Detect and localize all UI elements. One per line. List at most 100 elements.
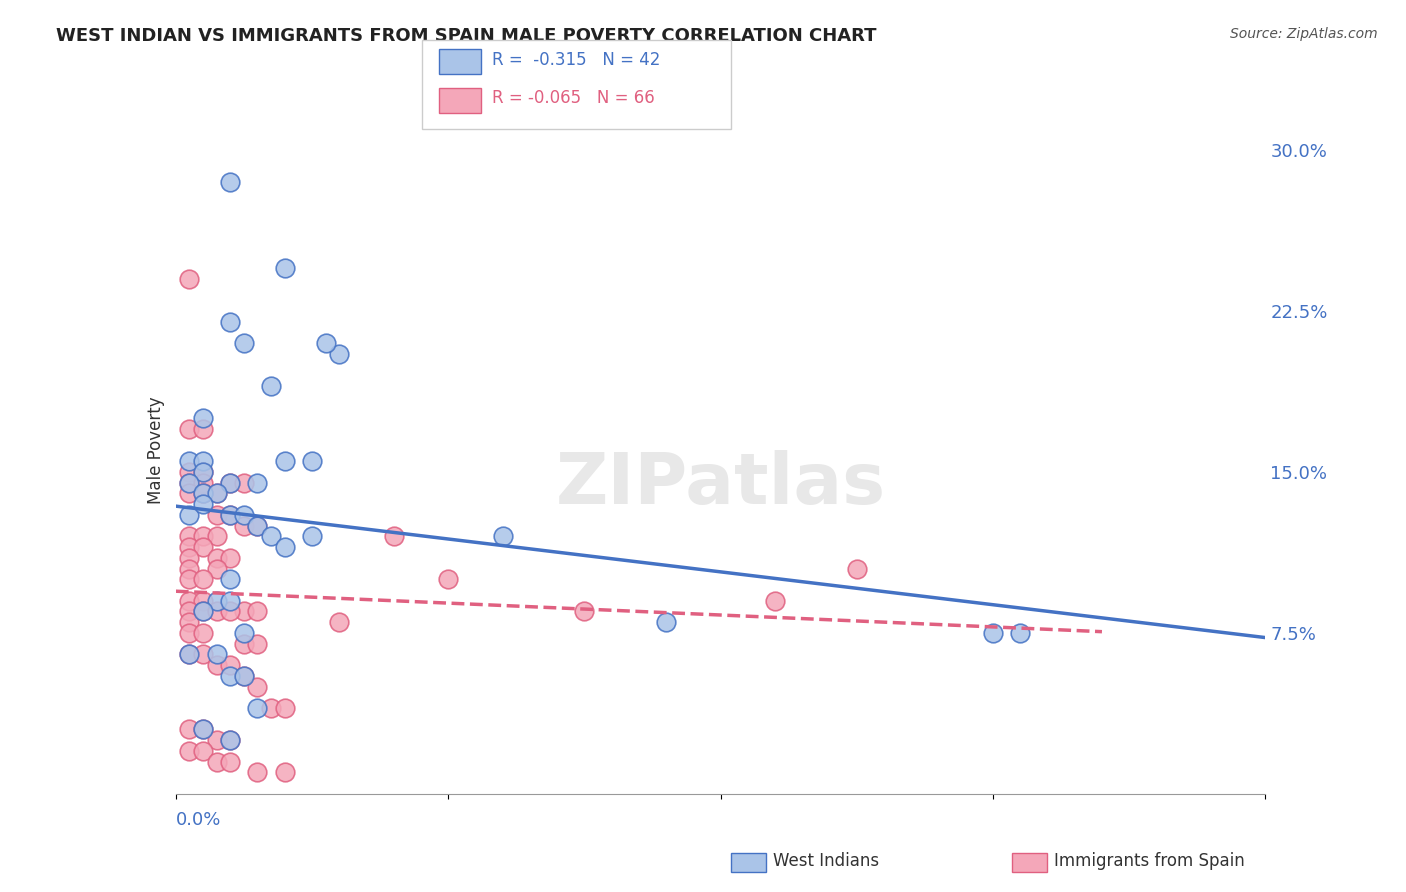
Point (315, 336, 337, 351)
Point (191, 486, 214, 500)
Point (246, 680, 269, 694)
Text: 0.0%: 0.0% (176, 811, 221, 829)
Point (845, 561, 868, 575)
Point (205, 486, 228, 500)
Point (219, 508, 242, 522)
Point (179, 540, 201, 554)
Text: Source: ZipAtlas.com: Source: ZipAtlas.com (1230, 27, 1378, 41)
Point (191, 723, 214, 737)
Point (179, 723, 201, 737)
Point (205, 658, 228, 673)
Point (205, 733, 228, 747)
Text: ZIPatlas: ZIPatlas (555, 450, 886, 519)
Point (219, 315, 242, 329)
Point (232, 336, 254, 351)
Point (179, 593, 201, 607)
Y-axis label: Male Poverty: Male Poverty (146, 397, 165, 504)
Point (191, 540, 214, 554)
Point (179, 648, 201, 662)
Point (191, 422, 214, 436)
Point (191, 497, 214, 511)
Point (191, 486, 214, 500)
Point (179, 475, 201, 490)
Point (205, 561, 228, 575)
Point (246, 475, 269, 490)
Point (179, 550, 201, 565)
Text: West Indians: West Indians (773, 852, 879, 870)
Point (763, 593, 786, 607)
Point (191, 475, 214, 490)
Point (655, 615, 678, 630)
Point (179, 561, 201, 575)
Point (219, 733, 242, 747)
Point (179, 486, 201, 500)
Point (219, 658, 242, 673)
Text: WEST INDIAN VS IMMIGRANTS FROM SPAIN MALE POVERTY CORRELATION CHART: WEST INDIAN VS IMMIGRANTS FROM SPAIN MAL… (56, 27, 877, 45)
Point (191, 593, 214, 607)
Point (179, 529, 201, 543)
Point (246, 518, 269, 533)
Point (219, 604, 242, 618)
Point (219, 475, 242, 490)
Point (274, 260, 297, 275)
Point (179, 572, 201, 586)
Point (191, 529, 214, 543)
Point (219, 475, 242, 490)
Point (191, 648, 214, 662)
Point (246, 765, 269, 780)
Point (232, 626, 254, 640)
Point (179, 648, 201, 662)
Point (205, 755, 228, 769)
Point (219, 175, 242, 189)
Point (437, 572, 460, 586)
Point (179, 744, 201, 758)
Text: R =  -0.315   N = 42: R = -0.315 N = 42 (492, 51, 661, 69)
Point (232, 637, 254, 651)
Point (328, 615, 350, 630)
Point (382, 529, 405, 543)
Point (232, 475, 254, 490)
Point (219, 508, 242, 522)
Point (179, 508, 201, 522)
Point (205, 550, 228, 565)
Point (179, 615, 201, 630)
Point (574, 604, 596, 618)
Point (205, 648, 228, 662)
Point (179, 271, 201, 285)
Text: R = -0.065   N = 66: R = -0.065 N = 66 (492, 89, 655, 107)
Point (232, 518, 254, 533)
Point (274, 701, 297, 715)
Point (179, 475, 201, 490)
Point (191, 626, 214, 640)
Point (492, 529, 515, 543)
Point (232, 669, 254, 683)
Point (179, 465, 201, 479)
Point (219, 572, 242, 586)
Point (328, 347, 350, 361)
Point (179, 422, 201, 436)
Point (179, 604, 201, 618)
Point (191, 465, 214, 479)
Point (260, 701, 283, 715)
Point (205, 529, 228, 543)
Point (260, 529, 283, 543)
Point (179, 454, 201, 468)
Point (191, 454, 214, 468)
Text: Immigrants from Spain: Immigrants from Spain (1054, 852, 1246, 870)
Point (179, 626, 201, 640)
Point (191, 604, 214, 618)
Point (274, 454, 297, 468)
Point (246, 701, 269, 715)
Point (205, 486, 228, 500)
Point (191, 744, 214, 758)
Point (219, 669, 242, 683)
Point (301, 529, 323, 543)
Point (232, 669, 254, 683)
Point (219, 550, 242, 565)
Point (191, 572, 214, 586)
Point (274, 765, 297, 780)
Point (205, 593, 228, 607)
Point (246, 604, 269, 618)
Point (232, 508, 254, 522)
Point (191, 604, 214, 618)
